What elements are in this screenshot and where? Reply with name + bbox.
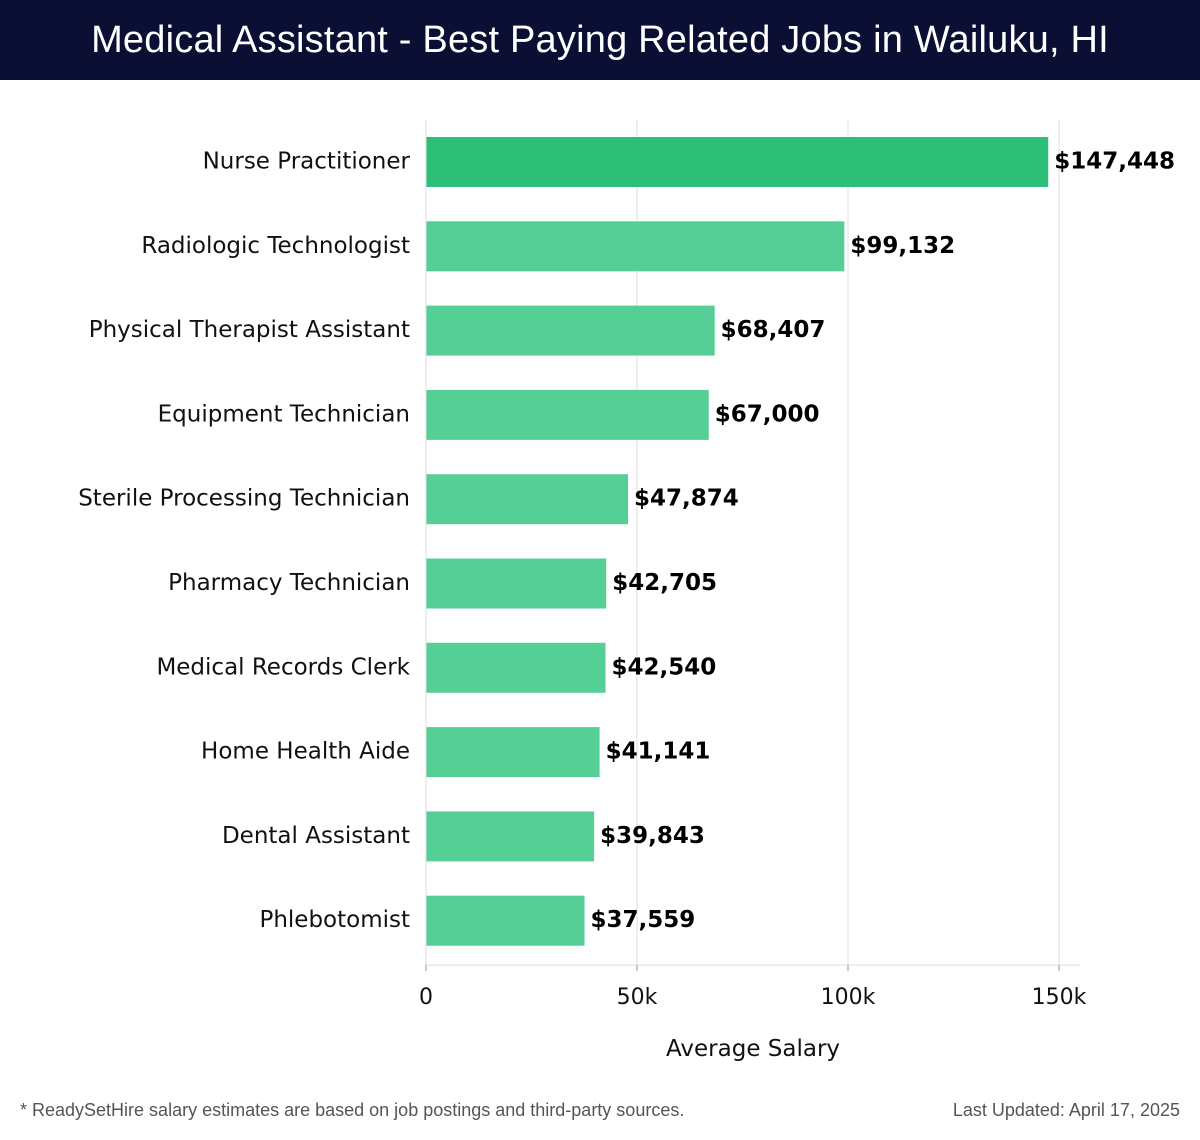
bar (426, 137, 1049, 187)
tick-label: 150k (1032, 985, 1087, 1010)
category-label: Dental Assistant (222, 823, 410, 849)
tick-label: 50k (617, 985, 658, 1010)
bar (426, 727, 600, 778)
category-label: Equipment Technician (158, 401, 410, 427)
bar (426, 221, 845, 272)
bar (426, 558, 607, 609)
bar (426, 811, 595, 862)
tick-label: 100k (821, 985, 876, 1010)
footer-last-updated: Last Updated: April 17, 2025 (952, 1100, 1180, 1120)
value-label: $42,705 (612, 570, 717, 596)
chart-header: Medical Assistant - Best Paying Related … (0, 0, 1200, 80)
bar (426, 305, 715, 356)
category-label: Medical Records Clerk (156, 654, 410, 680)
value-label: $42,540 (612, 654, 717, 680)
value-label: $41,141 (606, 739, 711, 765)
category-label: Sterile Processing Technician (78, 486, 410, 512)
value-label: $47,874 (634, 486, 739, 512)
category-label: Radiologic Technologist (141, 233, 410, 259)
x-axis-title: Average Salary (666, 1036, 840, 1062)
value-label: $37,559 (590, 907, 695, 933)
bar (426, 474, 629, 525)
value-label: $147,448 (1054, 149, 1175, 175)
category-label: Physical Therapist Assistant (89, 317, 410, 343)
category-label: Pharmacy Technician (168, 570, 410, 596)
salary-bar-chart: Nurse Practitioner $147,448 Radiologic Tec… (78, 120, 1175, 1062)
category-label: Nurse Practitioner (203, 149, 411, 175)
tick-label: 0 (419, 985, 433, 1010)
bar (426, 389, 709, 440)
value-label: $67,000 (715, 401, 820, 427)
footer-disclaimer: * ReadySetHire salary estimates are base… (20, 1100, 685, 1120)
chart-title: Medical Assistant - Best Paying Related … (91, 18, 1109, 61)
category-label: Home Health Aide (201, 739, 410, 765)
value-label: $99,132 (850, 233, 955, 259)
bar (426, 895, 585, 946)
value-label: $68,407 (721, 317, 826, 343)
value-label: $39,843 (600, 823, 705, 849)
bar (426, 642, 606, 693)
category-label: Phlebotomist (259, 907, 410, 933)
